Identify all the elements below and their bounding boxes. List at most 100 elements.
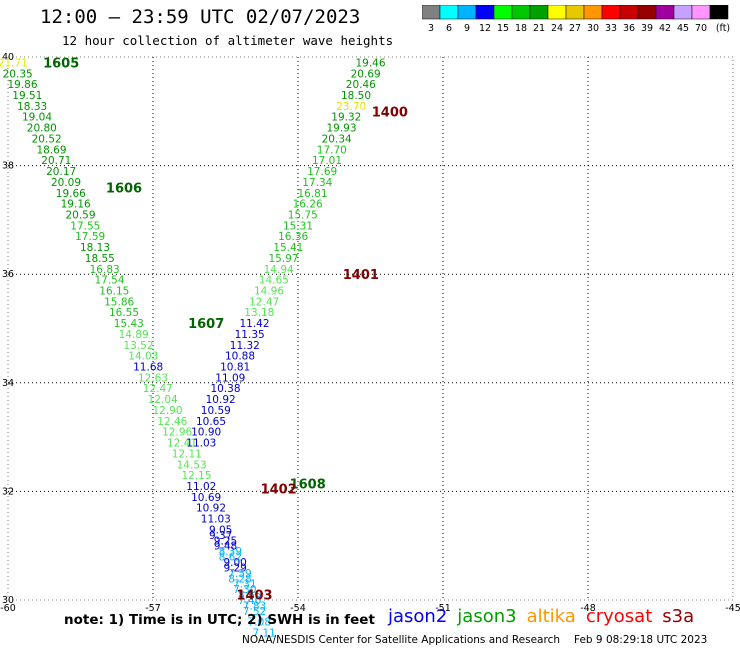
colorbar-label: 27 — [569, 23, 581, 34]
wave-height-s3a: 12.47 — [249, 296, 279, 308]
wave-height-jason3: 11.03 — [201, 514, 231, 526]
wave-height-s3a: 10.38 — [210, 383, 240, 395]
wave-height-jason3: 12.15 — [181, 470, 211, 482]
wave-height-jason3: 20.71 — [41, 155, 71, 167]
wave-height-s3a: 16.81 — [297, 188, 327, 200]
wave-height-s3a: 11.42 — [239, 318, 269, 330]
wave-height-s3a: 9.29 — [223, 562, 246, 574]
colorbar-label: 42 — [659, 23, 671, 34]
footer: NOAA/NESDIS Center for Satellite Applica… — [242, 634, 707, 646]
wave-height-s3a: 19.32 — [331, 112, 361, 124]
wave-height-s3a: 20.34 — [322, 133, 352, 145]
wave-height-s3a: 23.70 — [336, 101, 366, 113]
y-tick-label: 40 — [2, 52, 14, 63]
wave-height-jason3: 17.54 — [94, 275, 124, 287]
wave-height-jason3: 7.59 — [228, 568, 251, 580]
track-label: 1402 — [261, 483, 297, 498]
wave-height-s3a: 15.75 — [288, 209, 318, 221]
wave-height-jason3: 9.25 — [214, 535, 237, 547]
colorbar-label: 3 — [428, 23, 434, 34]
x-tick-label: -57 — [145, 603, 161, 614]
colorbar-label: 6 — [446, 23, 452, 34]
wave-height-s3a: 19.93 — [326, 123, 356, 135]
wave-height-s3a: 17.01 — [312, 155, 342, 167]
wave-height-s3a: 7.40 — [238, 595, 261, 607]
wave-height-s3a: 7.52 — [243, 606, 266, 618]
grid-lines — [8, 57, 733, 600]
wave-height-s3a: 16.36 — [278, 231, 308, 243]
wave-height-s3a: 9.37 — [209, 530, 232, 542]
wave-height-jason3: 19.86 — [7, 79, 37, 91]
wave-height-jason3: 20.17 — [46, 166, 76, 178]
colorbar-label: 15 — [497, 23, 509, 34]
color-scale-legend: 3 6 9 12 15 18 21 24 27 30 33 36 39 42 45 70 (ft) — [422, 5, 730, 34]
footer-timestamp: Feb 9 08:29:18 UTC 2023 — [574, 634, 708, 646]
wave-height-s3a: 17.70 — [317, 144, 347, 156]
wave-height-jason3: 15.86 — [104, 296, 134, 308]
legend-cryosat: cryosat — [585, 606, 653, 627]
wave-height-jason3: 7.83 — [243, 600, 266, 612]
colorbar-label: 45 — [677, 23, 689, 34]
wave-height-jason3: 19.51 — [12, 90, 42, 102]
wave-height-jason3: 12.47 — [143, 383, 173, 395]
plot-frame — [7, 56, 734, 601]
wave-height-jason3: 11.02 — [186, 481, 216, 493]
wave-height-jason3: 18.55 — [85, 253, 115, 265]
x-tick-label: -48 — [580, 603, 596, 614]
wave-height-s3a: 8.28 — [228, 573, 251, 585]
wave-height-jason3: 10.69 — [191, 492, 221, 504]
x-tick-label: -45 — [725, 603, 740, 614]
wave-height-s3a: 14.65 — [259, 275, 289, 287]
wave-height-jason3: 13.52 — [123, 340, 153, 352]
wave-height-jason3: 19.04 — [22, 112, 52, 124]
wave-height-jason3: 18.69 — [36, 144, 66, 156]
wave-height-jason3: 20.80 — [27, 123, 57, 135]
colorbar-label: 9 — [464, 23, 470, 34]
colorbar-label: (ft) — [716, 23, 730, 34]
colorbar-label: 12 — [479, 23, 491, 34]
track-label: 1605 — [43, 56, 79, 71]
wave-height-jason3: 12.96 — [162, 427, 192, 439]
page-title: 12:00 — 23:59 UTC 02/07/2023 — [40, 6, 361, 28]
wave-height-jason3: 15.43 — [114, 318, 144, 330]
satellite-legend: jason2 jason3 altika cryosat s3a — [388, 606, 704, 627]
colorbar-swatch — [709, 5, 729, 20]
y-tick-label: 36 — [2, 269, 14, 280]
colorbar-label: 36 — [623, 23, 635, 34]
page-subtitle: 12 hour collection of altimeter wave hei… — [62, 33, 394, 48]
track-label: 1400 — [372, 105, 408, 120]
wave-height-s3a: 20.46 — [346, 79, 376, 91]
wave-height-jason3: 20.52 — [32, 133, 62, 145]
x-tick-label: -54 — [290, 603, 306, 614]
wave-height-jason3: 9.05 — [209, 524, 232, 536]
wave-height-jason3: 16.15 — [99, 285, 129, 297]
wave-height-jason3: 18.33 — [17, 101, 47, 113]
track-label: 1607 — [188, 317, 224, 332]
colorbar-label: 24 — [551, 23, 563, 34]
wave-height-s3a: 10.59 — [201, 405, 231, 417]
wave-height-jason3: 16.55 — [109, 307, 139, 319]
wave-height-jason3: 9.00 — [223, 557, 246, 569]
legend-s3a: s3a — [662, 606, 695, 627]
track-labels: 1605 1606 1607 1608 1400 1401 1402 1403 — [43, 56, 408, 603]
wave-height-s3a: 7.11 — [252, 628, 275, 640]
wave-height-jason3: 17.55 — [70, 220, 100, 232]
wave-height-s3a: 10.90 — [191, 427, 221, 439]
wave-height-s3a: 9.48 — [214, 541, 237, 553]
wave-height-jason3: 12.46 — [157, 416, 187, 428]
data-labels: 21.7120.3519.8619.5118.3319.0420.8020.52… — [0, 57, 386, 639]
wave-height-jason3: 7.31 — [233, 579, 256, 591]
wave-height-s3a: 15.41 — [273, 242, 303, 254]
colorbar-label: 39 — [641, 23, 653, 34]
legend-jason2: jason2 — [388, 606, 448, 627]
wave-height-s3a: 11.35 — [235, 329, 265, 341]
wave-height-s3a: 13.18 — [244, 307, 274, 319]
wave-height-jason3: 19.66 — [56, 188, 86, 200]
wave-height-s3a: 20.69 — [351, 68, 381, 80]
track-label: 1606 — [106, 181, 142, 196]
wave-height-s3a: 17.69 — [307, 166, 337, 178]
plot-border — [7, 56, 734, 601]
x-tick-label: -60 — [0, 603, 16, 614]
wave-height-s3a: 16.26 — [293, 199, 323, 211]
